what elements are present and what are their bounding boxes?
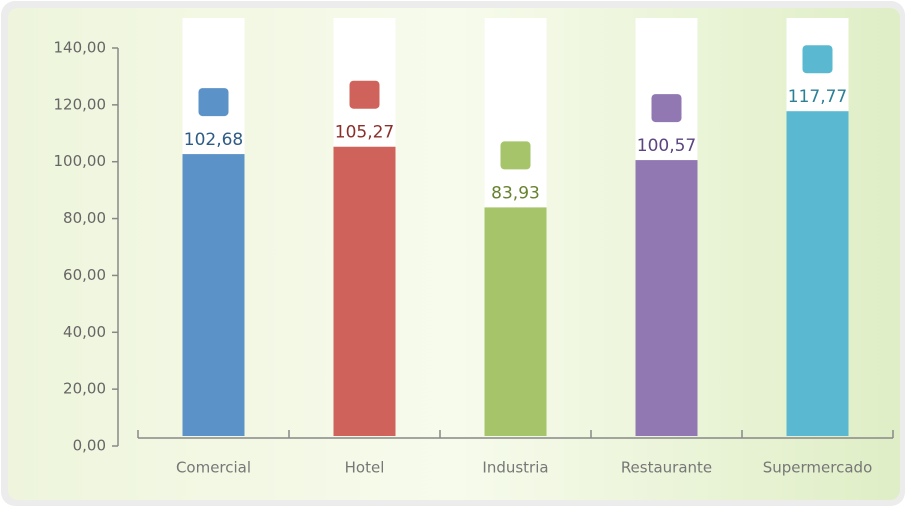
category-icon: [198, 88, 229, 117]
y-tick-label: 100,00: [54, 152, 107, 170]
bar: [182, 154, 245, 436]
y-tick-label: 40,00: [63, 323, 106, 341]
category-icon: [802, 45, 833, 74]
y-tick-label: 20,00: [63, 380, 106, 398]
bar: [786, 111, 849, 436]
category-icon: [500, 141, 531, 170]
bar: [484, 207, 547, 436]
plot-background: [8, 8, 900, 500]
value-label: 105,27: [335, 123, 394, 143]
category-icon: [349, 80, 380, 109]
bar: [333, 146, 396, 436]
x-tick-label: Industria: [482, 459, 548, 477]
y-tick-label: 120,00: [54, 95, 107, 113]
value-label: 83,93: [491, 183, 540, 203]
y-tick-label: 140,00: [54, 39, 107, 57]
x-tick-label: Comercial: [176, 459, 251, 477]
y-tick-label: 60,00: [63, 266, 106, 284]
y-tick-label: 0,00: [73, 437, 106, 455]
bar: [635, 160, 698, 436]
value-label: 117,77: [788, 87, 847, 107]
category-icon: [651, 94, 682, 123]
x-tick-label: Restaurante: [621, 459, 712, 477]
x-tick-label: Supermercado: [763, 459, 873, 477]
x-tick-label: Hotel: [345, 459, 385, 477]
value-label: 102,68: [184, 130, 243, 150]
value-label: 100,57: [637, 136, 696, 156]
y-tick-label: 80,00: [63, 209, 106, 227]
